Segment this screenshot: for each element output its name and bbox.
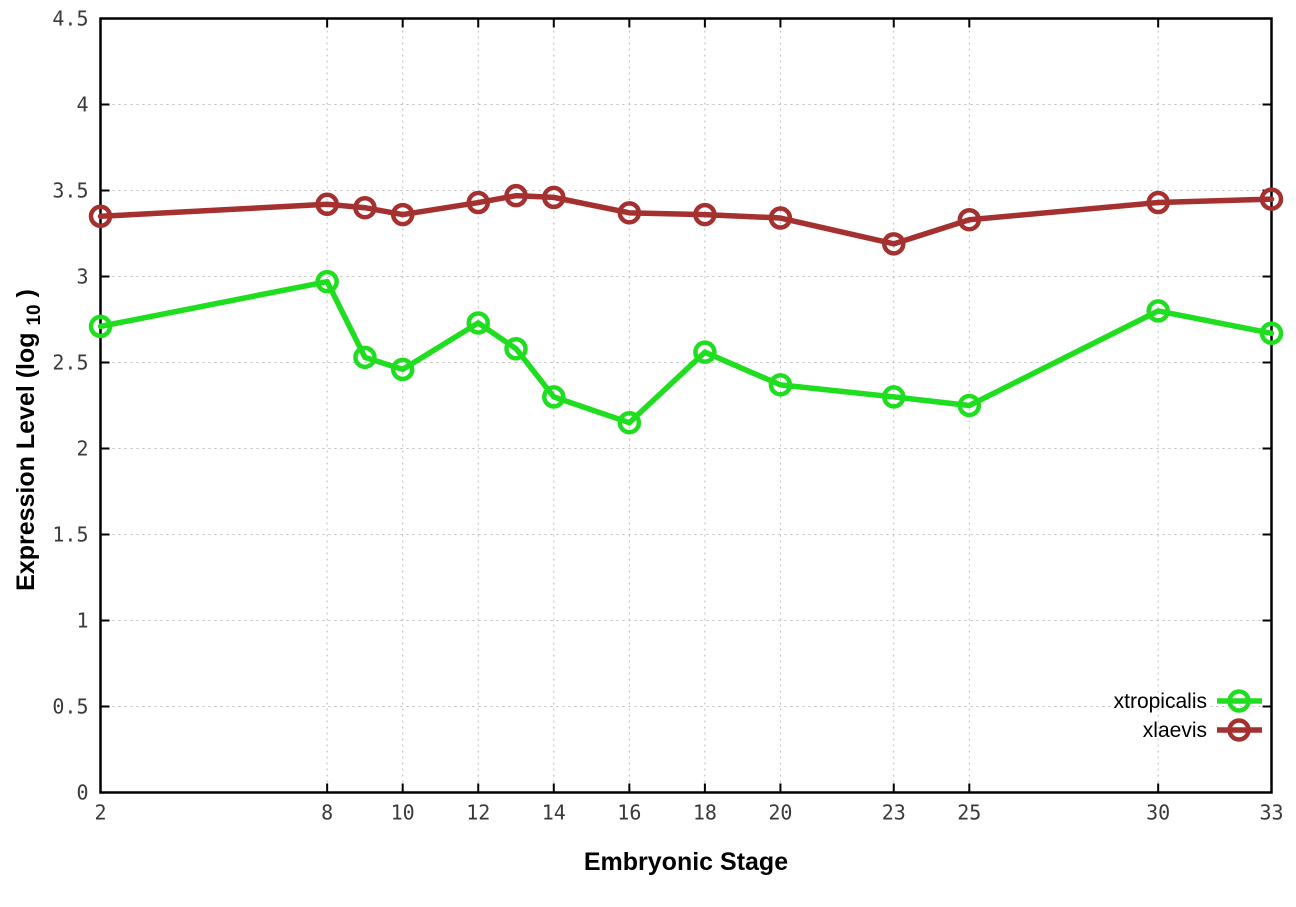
data-point-xlaevis <box>88 204 113 229</box>
data-point-xtropicalis <box>542 385 566 409</box>
data-point-xlaevis <box>353 195 377 220</box>
data-point-xtropicalis <box>693 340 717 364</box>
data-point-xlaevis <box>315 192 339 217</box>
y-tick-label: 3.5 <box>52 179 88 203</box>
legend-label-xtropicalis: xtropicalis <box>1114 690 1207 713</box>
data-point-xlaevis <box>390 202 415 227</box>
y-tick-label: 3 <box>76 265 88 289</box>
y-axis-title-subscript: 10 <box>24 304 45 325</box>
data-point-xlaevis <box>542 185 566 210</box>
data-point-xtropicalis <box>353 345 377 370</box>
data-point-xlaevis <box>957 207 982 232</box>
data-point-xtropicalis <box>617 410 642 435</box>
x-tick-label: 25 <box>957 801 981 825</box>
data-point-xtropicalis <box>768 373 793 397</box>
data-point-xlaevis <box>1146 190 1170 215</box>
legend-sample-marker-xtropicalis <box>1227 689 1251 713</box>
y-tick-label: 0.5 <box>52 695 88 719</box>
x-tick-label: 12 <box>466 801 490 825</box>
data-point-xlaevis <box>617 201 642 225</box>
data-point-xtropicalis <box>504 336 528 361</box>
y-axis-title-main: Expression Level (log <box>12 332 40 590</box>
tick-marks-layer <box>99 17 1273 794</box>
x-tick-label: 30 <box>1146 801 1170 825</box>
x-tick-label: 14 <box>542 801 566 825</box>
data-point-xlaevis <box>466 190 490 215</box>
y-tick-label: 4.5 <box>52 7 88 31</box>
y-tick-label: 1.5 <box>52 523 88 547</box>
data-point-xtropicalis <box>1146 299 1170 323</box>
data-point-xlaevis <box>1259 187 1284 211</box>
data-point-xtropicalis <box>390 357 415 382</box>
data-point-xlaevis <box>504 183 528 208</box>
data-point-xtropicalis <box>315 269 339 294</box>
x-tick-label: 33 <box>1259 801 1283 825</box>
plot-border-layer <box>99 17 1273 794</box>
data-point-xtropicalis <box>88 314 113 339</box>
x-tick-label: 23 <box>882 801 906 825</box>
data-point-xlaevis <box>768 206 793 230</box>
y-axis-title: Expression Level (log 10 ) <box>12 289 46 591</box>
series-line-xlaevis <box>97 192 1275 247</box>
legend-sample-marker-xlaevis <box>1227 718 1251 742</box>
legend: xtropicalis xlaevis <box>1114 689 1262 742</box>
data-point-xtropicalis <box>957 393 982 418</box>
data-point-xtropicalis <box>466 311 490 335</box>
data-point-xlaevis <box>693 202 717 227</box>
y-tick-label: 1 <box>76 609 88 633</box>
data-point-xlaevis <box>882 232 906 256</box>
series-line-xtropicalis <box>97 278 1275 426</box>
x-tick-label: 16 <box>617 801 641 825</box>
x-tick-label: 8 <box>321 801 333 825</box>
x-tick-label: 18 <box>693 801 717 825</box>
gridlines-layer <box>100 18 1272 793</box>
x-tick-label: 2 <box>94 801 106 825</box>
legend-label-xlaevis: xlaevis <box>1143 719 1207 742</box>
y-tick-label: 2 <box>76 437 88 461</box>
x-tick-label: 20 <box>768 801 792 825</box>
y-tick-label: 2.5 <box>52 351 88 375</box>
y-tick-label: 4 <box>76 93 88 117</box>
legend-samples-layer <box>1217 689 1262 742</box>
data-point-xtropicalis <box>1259 321 1284 346</box>
plot-border <box>99 17 1273 794</box>
x-tick-label: 10 <box>391 801 415 825</box>
tick-labels-layer: 2 8 10 12 14 16 18 20 23 25 30 33 0 0.5 1 1.5 2 2.5 3 3.5 4 4… <box>52 7 1283 825</box>
series-layer <box>88 183 1284 435</box>
data-point-xtropicalis <box>882 385 906 409</box>
y-tick-label: 0 <box>76 781 88 805</box>
x-axis-title: Embryonic Stage <box>584 848 788 876</box>
y-axis-title-end: ) <box>12 289 40 297</box>
